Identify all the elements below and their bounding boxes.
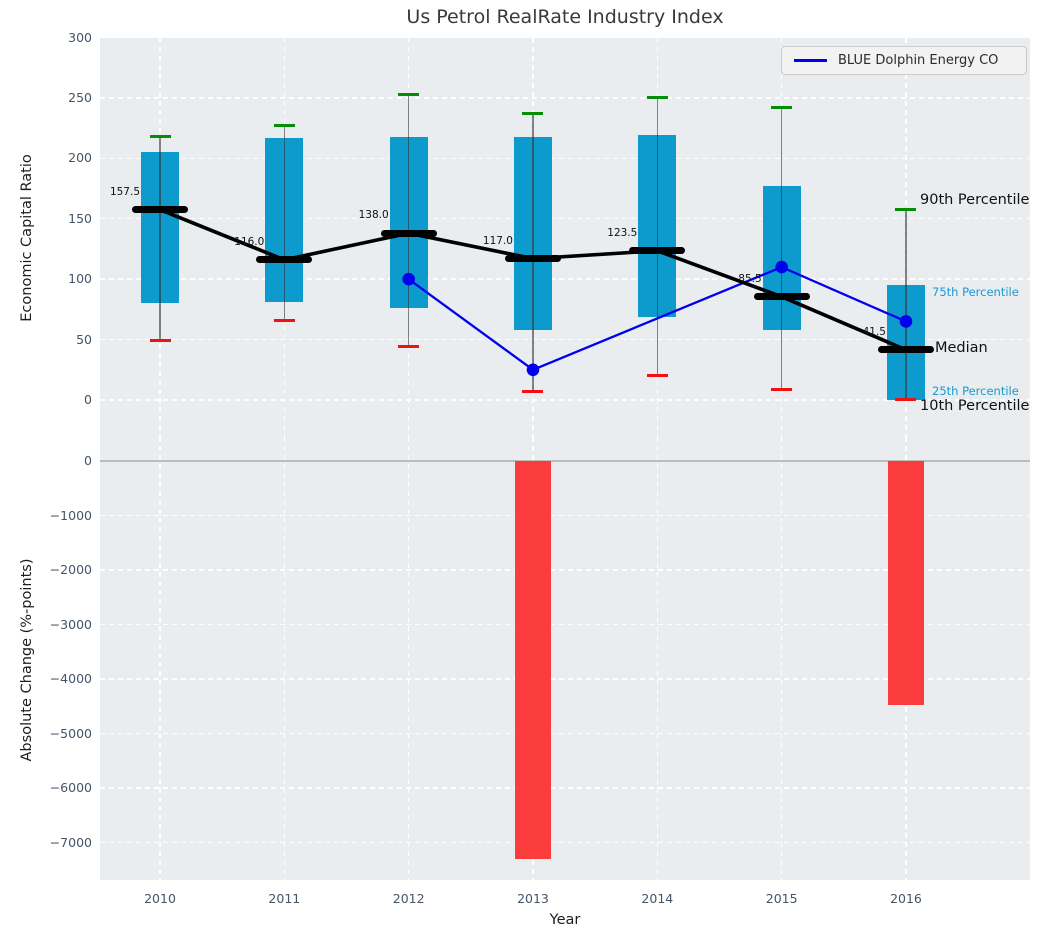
gridline-y — [100, 787, 1030, 789]
label-75th-percentile: 75th Percentile — [932, 285, 1019, 299]
label-90th-percentile: 90th Percentile — [920, 192, 1030, 208]
legend-label: BLUE Dolphin Energy CO — [838, 53, 999, 68]
zero-line — [100, 459, 1030, 462]
bottom-axes — [100, 437, 1030, 880]
median-value-label: 157.5 — [109, 185, 140, 198]
y-tick-label: −3000 — [49, 616, 92, 632]
median-value-label: 41.5 — [862, 325, 886, 338]
x-tick-label: 2010 — [144, 891, 176, 906]
y-tick-label: 50 — [76, 331, 92, 347]
whisker-line — [656, 97, 659, 376]
change-bar — [514, 461, 551, 860]
change-bar — [887, 461, 924, 706]
median-value-label: 138.0 — [358, 209, 389, 222]
whisker-cap-10th — [398, 345, 420, 349]
y-tick-label: −2000 — [49, 562, 92, 578]
label-10th-percentile: 10th Percentile — [920, 398, 1030, 414]
label-25th-percentile: 25th Percentile — [932, 384, 1019, 398]
legend-line-sample — [794, 59, 827, 62]
whisker-cap-90th — [895, 207, 917, 211]
x-tick-label: 2013 — [517, 891, 549, 906]
y-tick-label: 300 — [68, 29, 92, 45]
y-tick-label: 0 — [84, 392, 92, 407]
gridline-y — [100, 278, 1030, 280]
legend: BLUE Dolphin Energy CO — [781, 46, 1027, 75]
median-bar — [504, 255, 561, 263]
gridline-x — [283, 437, 286, 880]
whisker-cap-90th — [149, 135, 171, 139]
whisker-line — [532, 113, 534, 392]
chart-title: Us Petrol RealRate Industry Index — [406, 6, 724, 28]
whisker-cap-90th — [522, 112, 544, 116]
x-tick-label: 2015 — [765, 891, 798, 906]
gridline-x — [780, 437, 783, 880]
whisker-line — [407, 94, 410, 347]
y-tick-label: −4000 — [49, 671, 92, 687]
median-bar — [380, 229, 437, 237]
top-y-axis-label: Economic Capital Ratio — [19, 154, 35, 322]
whisker-cap-90th — [771, 106, 793, 110]
median-bar — [256, 256, 313, 264]
x-tick-label: 2016 — [890, 891, 922, 906]
gridline-y — [100, 97, 1030, 99]
gridline-y — [100, 218, 1030, 220]
x-tick-label: 2014 — [641, 891, 674, 906]
gridline-y — [100, 36, 1030, 39]
median-value-label: 116.0 — [234, 235, 265, 248]
whisker-line — [283, 125, 286, 321]
y-tick-label: 100 — [68, 271, 92, 287]
median-value-label: 117.0 — [482, 234, 513, 247]
whisker-line — [780, 107, 783, 390]
y-tick-label: 150 — [68, 210, 92, 226]
whisker-cap-10th — [273, 318, 295, 322]
whisker-cap-90th — [273, 124, 295, 128]
gridline-y — [100, 623, 1030, 626]
whisker-cap-10th — [522, 390, 544, 394]
gridline-y — [100, 732, 1030, 735]
x-tick-label: 2011 — [268, 891, 301, 906]
y-tick-label: −1000 — [49, 507, 92, 523]
y-tick-label: −6000 — [49, 780, 92, 796]
gridline-x — [159, 437, 161, 880]
y-tick-label: 250 — [68, 89, 92, 105]
median-value-label: 85.5 — [738, 272, 762, 285]
whisker-cap-10th — [646, 374, 668, 378]
top-axes: 157.5 116.0 138.0 117.0 123.5 85.5 41.5 — [100, 36, 1030, 437]
median-value-label: 123.5 — [607, 226, 638, 239]
median-bar — [877, 346, 934, 354]
median-bar — [132, 206, 188, 214]
label-median: Median — [935, 340, 988, 356]
whisker-cap-90th — [646, 96, 668, 100]
whisker-cap-10th — [895, 397, 917, 401]
median-bar — [629, 247, 686, 255]
whisker-cap-10th — [771, 387, 793, 391]
whisker-line — [905, 209, 907, 400]
gridline-y — [100, 678, 1030, 680]
gridline-y — [100, 569, 1030, 571]
gridline-y — [100, 157, 1030, 160]
median-bar — [753, 293, 810, 301]
x-tick-label: 2012 — [392, 891, 425, 906]
y-tick-label: −5000 — [49, 725, 92, 741]
gridline-y — [100, 842, 1030, 844]
gridline-y — [100, 399, 1030, 401]
gridline-x — [407, 437, 410, 880]
gridline-x — [656, 437, 659, 880]
x-axis-label: Year — [549, 912, 581, 928]
whisker-cap-90th — [398, 92, 420, 96]
y-tick-label: −7000 — [49, 834, 92, 850]
whisker-cap-10th — [149, 339, 171, 343]
y-tick-label: 200 — [68, 150, 92, 166]
whisker-line — [159, 136, 161, 341]
y-tick-label: 0 — [84, 453, 92, 468]
gridline-y — [100, 514, 1030, 517]
